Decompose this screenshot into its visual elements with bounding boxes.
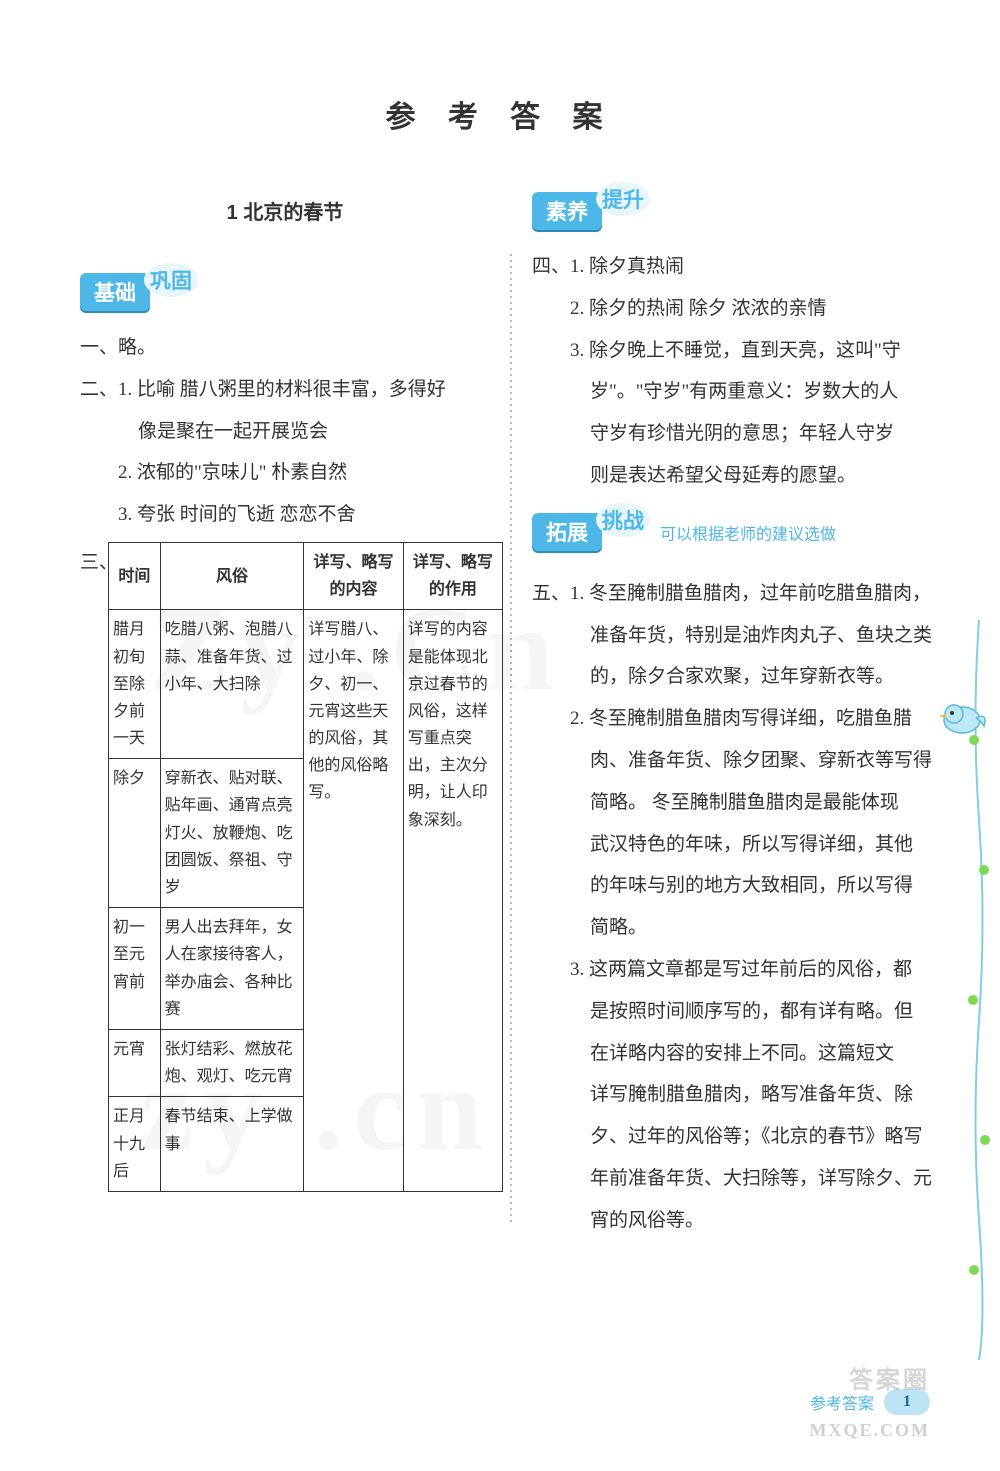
table-row: 腊月初旬至除夕前一天 吃腊八粥、泡腊八蒜、准备年货、过小年、大扫除 详写腊八、过…: [109, 610, 503, 759]
left-column: 1 北京的春节 基础 巩固 一、略。 二、1. 比喻 腊八粥里的材料很丰富，多得…: [80, 184, 510, 1242]
badge-basics: 基础 巩固: [80, 273, 198, 311]
cell-time-1: 腊月初旬至除夕前一天: [109, 610, 161, 759]
cell-effect-merged: 详写的内容是能体现北京过春节的风俗，这样写重点突出，主次分明，让人印象深刻。: [403, 610, 502, 1192]
q5-2c: 简略。 冬至腌制腊鱼腊肉是最能体现: [532, 782, 940, 824]
cell-custom-2: 穿新衣、贴对联、贴年画、通宵点亮灯火、放鞭炮、吃团圆饭、祭祖、守岁: [160, 759, 304, 908]
q2-3: 3. 夸张 时间的飞逝 恋恋不舍: [80, 494, 490, 536]
cell-custom-4: 张灯结彩、燃放花炮、观灯、吃元宵: [160, 1029, 304, 1096]
q5-2f: 简略。: [532, 907, 940, 949]
q5-1a: 五、1. 冬至腌制腊鱼腊肉，过年前吃腊鱼腊肉，: [532, 573, 940, 615]
right-body-1: 四、1. 除夕真热闹 2. 除夕的热闹 除夕 浓浓的亲情 3. 除夕晚上不睡觉，…: [532, 246, 940, 497]
badge-literacy-sub: 提升: [596, 182, 650, 216]
q2-2: 2. 浓郁的"京味儿" 朴素自然: [80, 452, 490, 494]
badge-basics-sub: 巩固: [144, 263, 198, 297]
q4-3d: 则是表达希望父母延寿的愿望。: [532, 455, 940, 497]
content-columns: 1 北京的春节 基础 巩固 一、略。 二、1. 比喻 腊八粥里的材料很丰富，多得…: [0, 184, 1000, 1242]
badge-extend: 拓展 挑战: [532, 513, 650, 551]
lesson-title: 1 北京的春节: [80, 196, 490, 225]
footer-watermark-2: MXQE.COM: [810, 1420, 930, 1441]
q5-3f: 年前准备年货、大扫除等，详写除夕、元: [532, 1158, 940, 1200]
q1: 一、略。: [80, 327, 490, 369]
q5-2b: 肉、准备年货、除夕团聚、穿新衣等写得: [532, 740, 940, 782]
q2-1b: 像是聚在一起开展览会: [80, 411, 490, 453]
th-effect: 详写、略写的作用: [403, 542, 502, 609]
badge-extend-tail: 可以根据老师的建议选做: [660, 526, 836, 543]
q4-2: 2. 除夕的热闹 除夕 浓浓的亲情: [532, 288, 940, 330]
q5-2d: 武汉特色的年味，所以写得详细，其他: [532, 824, 940, 866]
q5-3e: 夕、过年的风俗等；《北京的春节》略写: [532, 1116, 940, 1158]
q5-2e: 的年味与别的地方大致相同，所以写得: [532, 865, 940, 907]
q5-3g: 宵的风俗等。: [532, 1200, 940, 1242]
badge-literacy: 素养 提升: [532, 192, 650, 230]
q4-3a: 3. 除夕晚上不睡觉，直到天亮，这叫"守: [532, 330, 940, 372]
right-body-2: 五、1. 冬至腌制腊鱼腊肉，过年前吃腊鱼腊肉， 准备年货，特别是油炸肉丸子、鱼块…: [532, 573, 940, 1242]
footer-watermark-1: 答案圈: [849, 1360, 930, 1395]
badge-extend-main: 拓展: [532, 513, 602, 551]
badge-extend-sub: 挑战: [596, 503, 650, 537]
cell-custom-1: 吃腊八粥、泡腊八蒜、准备年货、过小年、大扫除: [160, 610, 304, 759]
cell-time-3: 初一至元宵前: [109, 908, 161, 1030]
q4-3b: 岁"。"守岁"有两重意义：岁数大的人: [532, 371, 940, 413]
page-title: 参 考 答 案: [0, 0, 1000, 136]
th-detail: 详写、略写的内容: [304, 542, 403, 609]
cell-custom-5: 春节结束、上学做事: [160, 1097, 304, 1192]
q5-3a: 3. 这两篇文章都是写过年前后的风俗，都: [532, 949, 940, 991]
q4-1: 四、1. 除夕真热闹: [532, 246, 940, 288]
cell-time-4: 元宵: [109, 1029, 161, 1096]
q5-3b: 是按照时间顺序写的，都有详有略。但: [532, 991, 940, 1033]
bird-decoration-icon: [932, 690, 992, 740]
q5-1c: 的，除夕合家欢聚，过年穿新衣等。: [532, 656, 940, 698]
q3-prefix: 三、: [80, 542, 108, 584]
q4-3c: 守岁有珍惜光阴的意思；年轻人守岁: [532, 413, 940, 455]
q5-2a: 2. 冬至腌制腊鱼腊肉写得详细，吃腊鱼腊: [532, 698, 940, 740]
left-body: 一、略。 二、1. 比喻 腊八粥里的材料很丰富，多得好 像是聚在一起开展览会 2…: [80, 327, 490, 1192]
th-custom: 风俗: [160, 542, 304, 609]
q2-1a: 二、1. 比喻 腊八粥里的材料很丰富，多得好: [80, 369, 490, 411]
q5-3d: 详写腌制腊鱼腊肉，略写准备年货、除: [532, 1074, 940, 1116]
q5-1b: 准备年货，特别是油炸肉丸子、鱼块之类: [532, 615, 940, 657]
cell-time-2: 除夕: [109, 759, 161, 908]
badge-literacy-main: 素养: [532, 192, 602, 230]
badge-basics-main: 基础: [80, 273, 150, 311]
cell-detail-merged: 详写腊八、过小年、除夕、初一、元宵这些天的风俗，其他的风俗略写。: [304, 610, 403, 1192]
customs-table: 时间 风俗 详写、略写的内容 详写、略写的作用 腊月初旬至除夕前一天 吃腊八粥、…: [108, 542, 503, 1192]
cell-custom-3: 男人出去拜年，女人在家接待客人，举办庙会、各种比赛: [160, 908, 304, 1030]
right-column: 素养 提升 四、1. 除夕真热闹 2. 除夕的热闹 除夕 浓浓的亲情 3. 除夕…: [512, 184, 940, 1242]
q5-3c: 在详略内容的安排上不同。这篇短文: [532, 1033, 940, 1075]
cell-time-5: 正月十九后: [109, 1097, 161, 1192]
